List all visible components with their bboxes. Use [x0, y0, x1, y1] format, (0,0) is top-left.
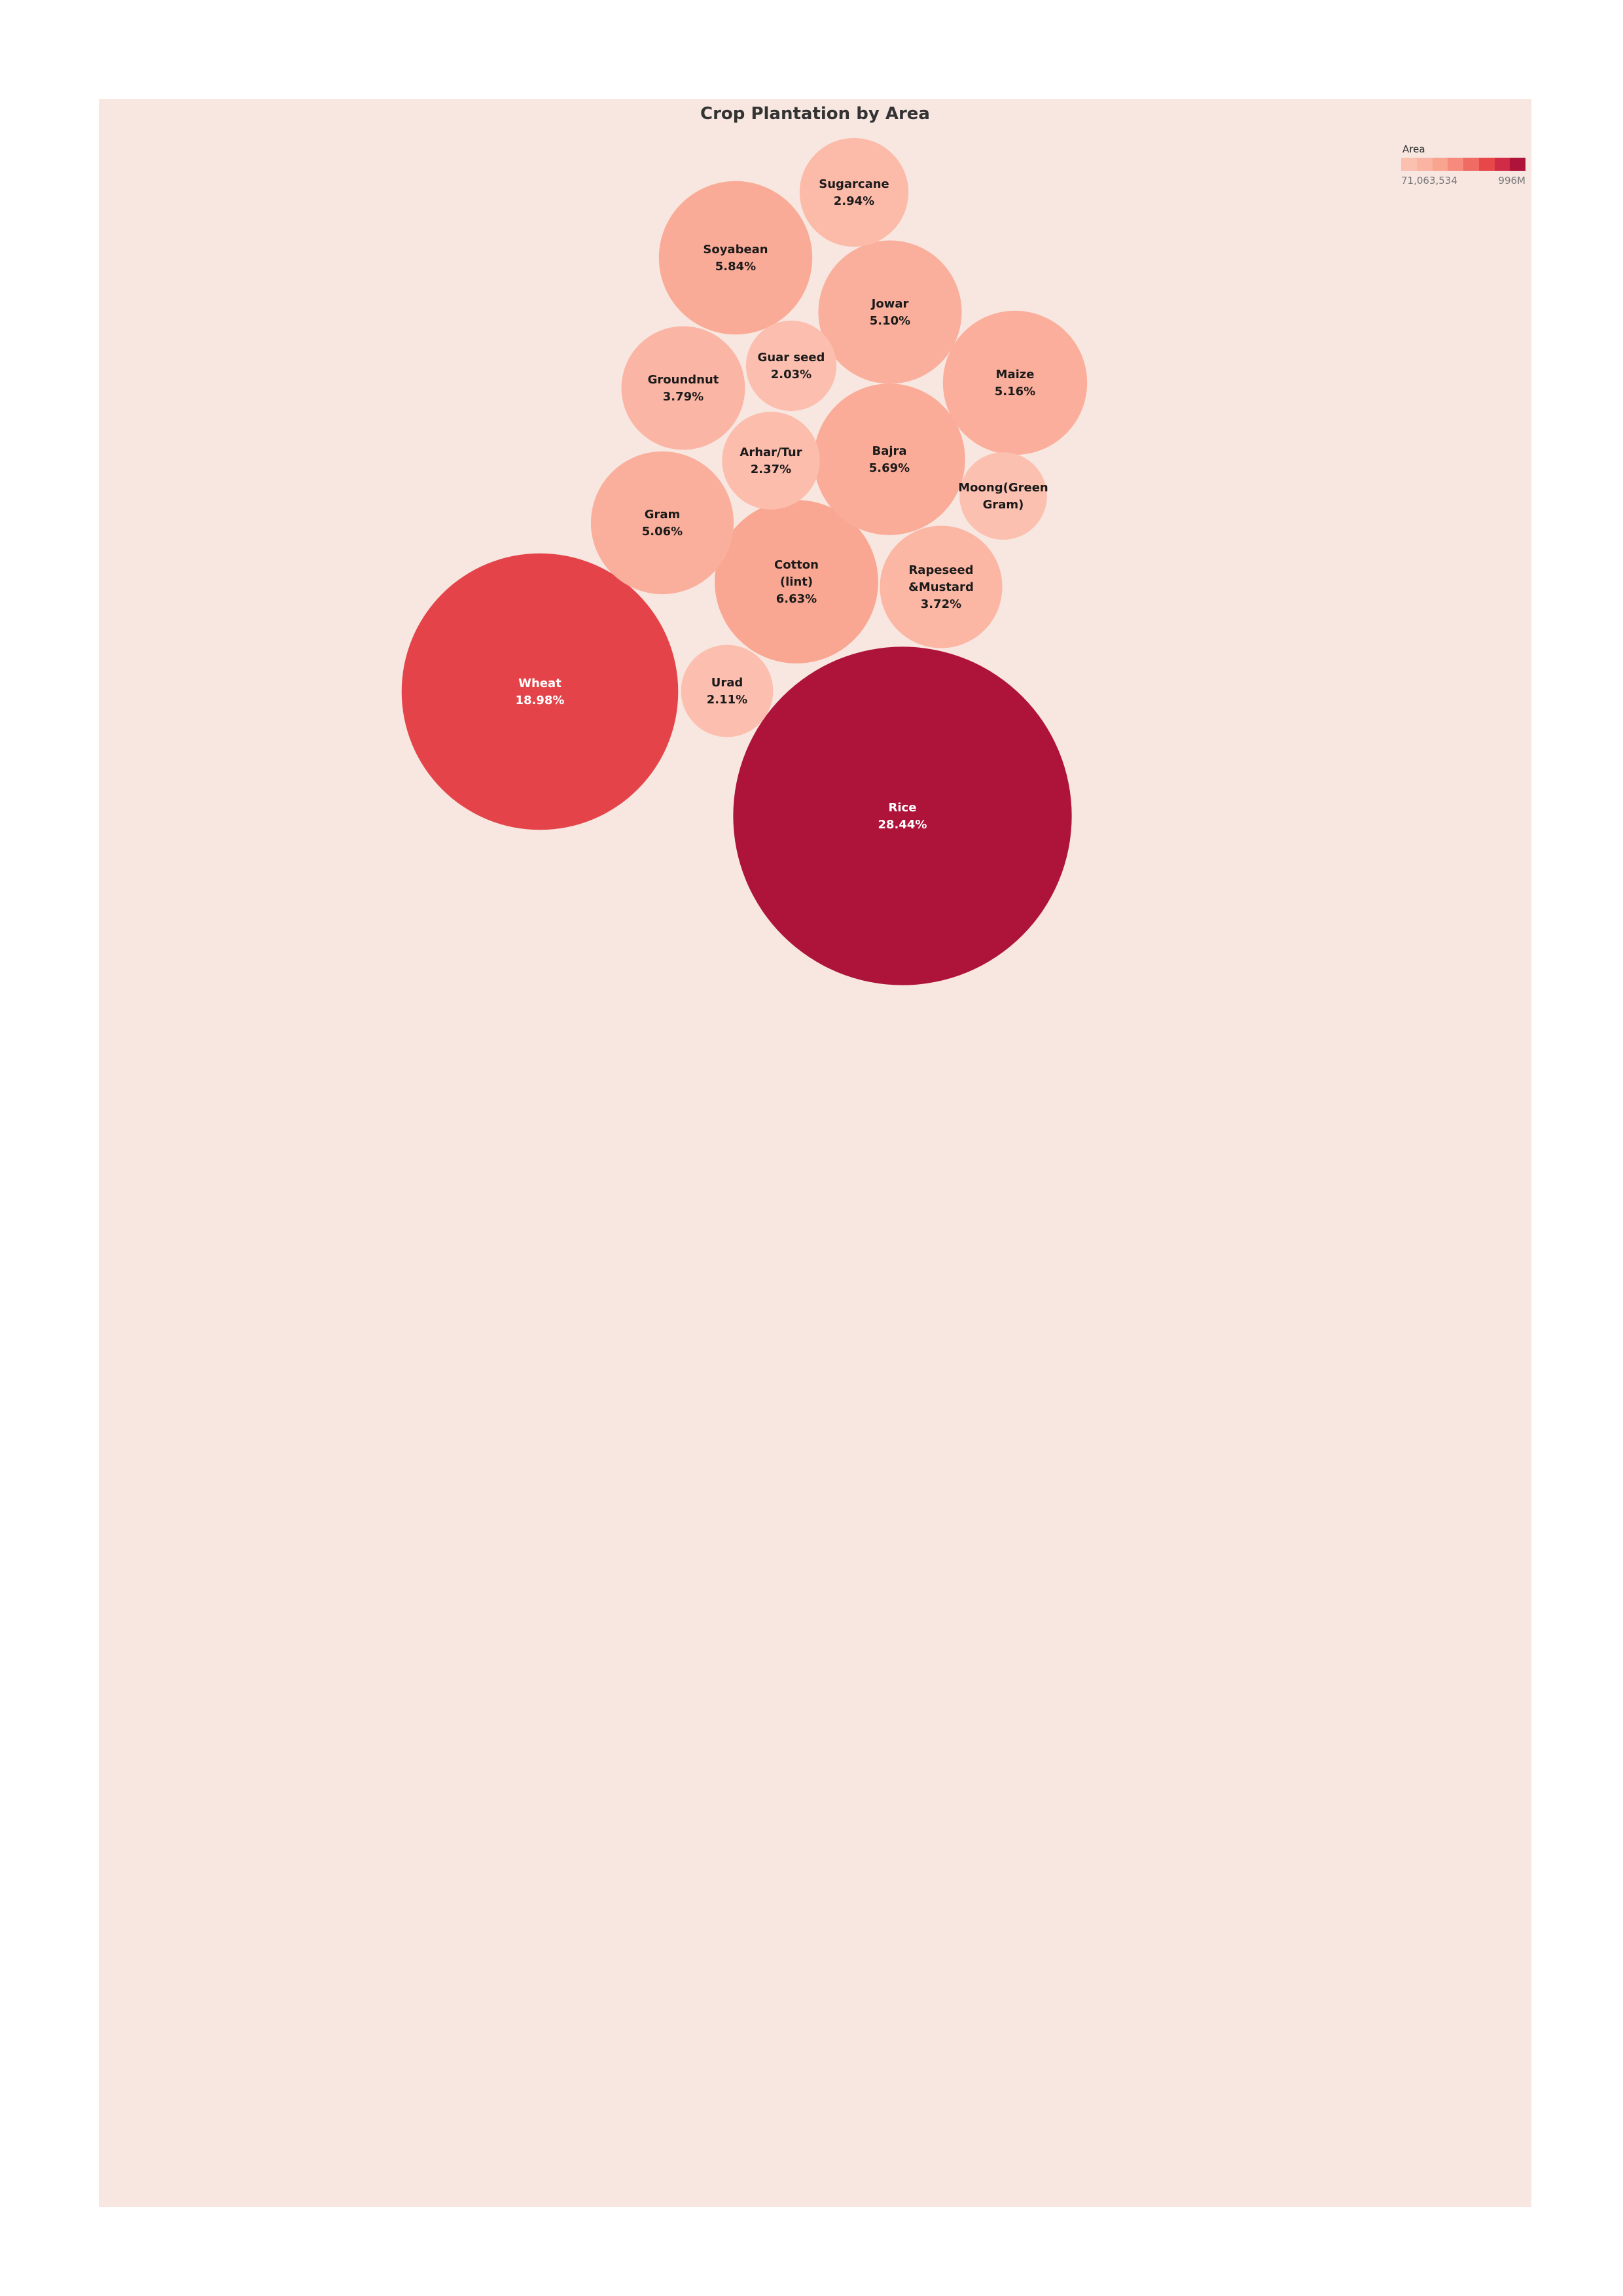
- bubble-share-label: 5.69%: [869, 461, 910, 475]
- bubble-crop-label: Groundnut: [648, 373, 719, 387]
- legend-min-label: 71,063,534: [1401, 175, 1457, 186]
- bubble-circle[interactable]: [818, 240, 962, 384]
- bubble-crop-label: Guar seed: [758, 351, 825, 364]
- bubble-crop-label: Wheat: [518, 677, 562, 690]
- bubble-share-label: 18.98%: [516, 694, 565, 707]
- bubble-share-label: 28.44%: [878, 818, 927, 832]
- legend-ramp-step: [1448, 158, 1463, 171]
- bubble-crop-label: Rapeseed: [908, 563, 973, 577]
- legend-max-label: 996M: [1498, 175, 1525, 186]
- bubble-circle[interactable]: [745, 320, 837, 412]
- bubble-share-label: 3.79%: [663, 390, 704, 404]
- bubble-rapeseed-mustard[interactable]: Rapeseed&Mustard 3.72%: [880, 525, 1003, 648]
- legend-ramp-step: [1432, 158, 1448, 171]
- bubble-urad[interactable]: Urad 2.11%: [681, 645, 774, 737]
- bubble-circle[interactable]: [959, 452, 1047, 540]
- bubble-crop-label: Soyabean: [703, 243, 768, 256]
- bubble-circle[interactable]: [621, 326, 745, 450]
- bubble-gram[interactable]: Gram 5.06%: [590, 451, 734, 595]
- legend-color-ramp: [1401, 158, 1525, 171]
- bubble-share-label: 6.63%: [776, 592, 817, 606]
- bubble-circle[interactable]: [942, 310, 1088, 455]
- bubble-sugarcane[interactable]: Sugarcane 2.94%: [799, 137, 909, 247]
- bubble-crop-label: (lint): [780, 575, 813, 589]
- dashboard-panel: Crop Plantation by Area Rice 28.44% Wheat 1…: [99, 99, 1531, 2207]
- bubble-circle[interactable]: [681, 645, 774, 737]
- chart-title: Crop Plantation by Area: [700, 104, 930, 124]
- bubble-guar-seed[interactable]: Guar seed 2.03%: [745, 320, 837, 412]
- bubble-circle[interactable]: [813, 383, 965, 535]
- bubble-share-label: 5.16%: [995, 385, 1035, 398]
- bubble-circle[interactable]: [715, 500, 878, 663]
- bubble-cotton-lint-[interactable]: Cotton (lint) 6.63%: [715, 500, 878, 663]
- bubble-crop-label: Bajra: [872, 444, 906, 458]
- bubble-share-label: 5.10%: [870, 314, 910, 328]
- bubble-circle[interactable]: [590, 451, 734, 595]
- bubble-crop-label: Jowar: [870, 297, 909, 311]
- bubble-wheat[interactable]: Wheat 18.98%: [401, 553, 679, 830]
- legend-ramp-step: [1510, 158, 1525, 171]
- bubble-share-label: 2.37%: [751, 463, 791, 476]
- bubble-share-label: 5.06%: [642, 525, 683, 539]
- bubble-crop-label: Cotton: [774, 558, 819, 572]
- bubble-circle[interactable]: [722, 412, 820, 510]
- bubble-crop-label: Urad: [711, 676, 743, 690]
- bubble-maize[interactable]: Maize 5.16%: [942, 310, 1088, 455]
- bubble-circle[interactable]: [799, 137, 909, 247]
- legend-ramp-step: [1494, 158, 1510, 171]
- bubble-share-label: 5.84%: [715, 260, 756, 274]
- bubble-soyabean[interactable]: Soyabean 5.84%: [658, 181, 813, 335]
- bubble-circle[interactable]: [658, 181, 813, 335]
- bubble-arhar-tur[interactable]: Arhar/Tur 2.37%: [722, 412, 820, 510]
- legend-ramp-step: [1416, 158, 1433, 171]
- bubble-jowar[interactable]: Jowar 5.10%: [818, 240, 962, 384]
- color-legend: Area 71,063,534 996M: [1401, 143, 1532, 186]
- legend-ramp-step: [1463, 158, 1479, 171]
- bubble-crop-label: Maize: [996, 368, 1035, 381]
- bubble-crop-label: Sugarcane: [819, 177, 889, 191]
- bubble-circle[interactable]: [401, 553, 679, 830]
- legend-ramp-step: [1401, 158, 1417, 171]
- bubble-crop-label: Arhar/Tur: [740, 446, 802, 459]
- bubble-crop-label: Gram): [983, 498, 1024, 512]
- bubble-crop-label: Moong(Green: [958, 481, 1048, 495]
- bubble-share-label: 3.72%: [921, 597, 961, 611]
- bubble-crop-label: &Mustard: [908, 580, 974, 594]
- bubble-crop-label: Gram: [645, 508, 681, 521]
- bubble-crop-label: Rice: [889, 801, 917, 815]
- bubble-chart: Rice 28.44% Wheat 18.98% Cotton (lint) 6.63% So…: [401, 137, 1088, 985]
- bubble-moong-green-gram-[interactable]: Moong(Green Gram): [958, 452, 1048, 540]
- bubble-share-label: 2.94%: [834, 194, 874, 208]
- bubble-share-label: 2.03%: [771, 368, 812, 381]
- legend-labels: 71,063,534 996M: [1401, 175, 1525, 186]
- legend-title: Area: [1402, 143, 1425, 155]
- bubble-groundnut[interactable]: Groundnut 3.79%: [621, 326, 745, 450]
- bubble-circle[interactable]: [880, 525, 1003, 648]
- legend-ramp-step: [1478, 158, 1495, 171]
- bubble-rice[interactable]: Rice 28.44%: [733, 646, 1072, 985]
- bubble-bajra[interactable]: Bajra 5.69%: [813, 383, 965, 535]
- bubble-share-label: 2.11%: [707, 693, 747, 707]
- bubble-circle[interactable]: [733, 646, 1072, 985]
